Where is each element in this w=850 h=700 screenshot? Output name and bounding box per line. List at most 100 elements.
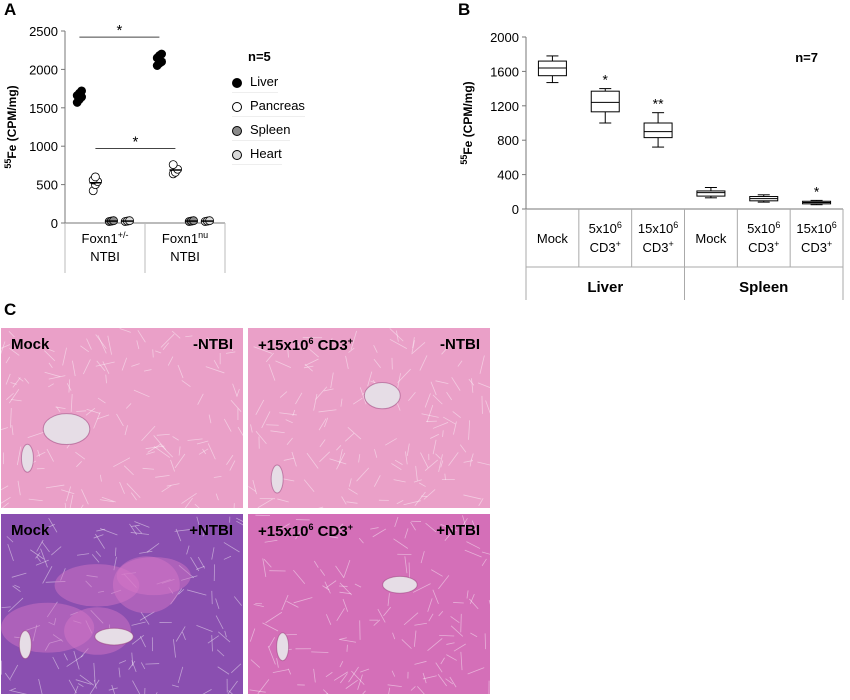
sinusoid-streak bbox=[174, 453, 186, 469]
tissue-texture bbox=[1, 514, 243, 694]
sinusoid-streak bbox=[432, 394, 443, 405]
sinusoid-streak bbox=[196, 625, 213, 632]
sinusoid-streak bbox=[438, 454, 443, 472]
sinusoid-streak bbox=[110, 589, 122, 594]
sinusoid-streak bbox=[373, 619, 381, 626]
sinusoid-streak bbox=[211, 635, 213, 652]
sinusoid-streak bbox=[468, 420, 471, 440]
x-category-label: Mock bbox=[695, 231, 727, 246]
sinusoid-streak bbox=[235, 517, 243, 522]
sinusoid-streak bbox=[35, 552, 41, 559]
sinusoid-streak bbox=[86, 575, 98, 578]
sinusoid-streak bbox=[396, 373, 401, 391]
sinusoid-streak bbox=[319, 439, 326, 448]
sinusoid-streak bbox=[131, 634, 145, 645]
sinusoid-streak bbox=[75, 451, 86, 460]
vein-lumen bbox=[382, 575, 418, 594]
sinusoid-streak bbox=[161, 579, 175, 584]
sinusoid-streak bbox=[463, 494, 482, 500]
sinusoid-streak bbox=[178, 565, 195, 579]
sinusoid-streak bbox=[372, 528, 387, 538]
sinusoid-streak bbox=[119, 328, 131, 333]
sinusoid-streak bbox=[171, 330, 181, 339]
sinusoid-streak bbox=[236, 388, 240, 397]
y-tick-label: 0 bbox=[51, 216, 58, 231]
sinusoid-streak bbox=[216, 649, 225, 657]
sinusoid-streak bbox=[462, 515, 468, 533]
sinusoid-streak bbox=[197, 556, 206, 569]
sinusoid-streak bbox=[10, 382, 17, 385]
sinusoid-streak bbox=[352, 397, 363, 405]
sinusoid-streak bbox=[14, 584, 21, 588]
sinusoid-streak bbox=[196, 565, 205, 570]
sinusoid-streak bbox=[412, 583, 431, 593]
sinusoid-streak bbox=[257, 498, 273, 508]
sinusoid-streak bbox=[270, 430, 285, 434]
sinusoid-streak bbox=[432, 439, 437, 455]
sinusoid-streak bbox=[359, 387, 367, 405]
sinusoid-streak bbox=[12, 377, 21, 388]
sinusoid-streak bbox=[48, 383, 54, 388]
sinusoid-streak bbox=[345, 355, 349, 370]
sinusoid-streak bbox=[140, 611, 150, 625]
sinusoid-streak bbox=[422, 672, 427, 684]
sinusoid-streak bbox=[388, 687, 391, 694]
sinusoid-streak bbox=[336, 608, 345, 622]
sinusoid-streak bbox=[469, 598, 479, 610]
sinusoid-streak bbox=[394, 459, 403, 465]
sinusoid-streak bbox=[178, 446, 181, 456]
sinusoid-streak bbox=[215, 598, 220, 610]
sinusoid-streak bbox=[373, 344, 378, 353]
sinusoid-streak bbox=[96, 528, 106, 532]
sinusoid-streak bbox=[8, 331, 15, 338]
sinusoid-streak bbox=[131, 363, 140, 367]
box bbox=[643, 122, 673, 139]
sinusoid-streak bbox=[336, 452, 346, 470]
legend-marker-icon bbox=[232, 125, 242, 136]
sinusoid-streak bbox=[196, 516, 202, 532]
sinusoid-streak bbox=[48, 375, 66, 380]
sinusoid-streak bbox=[395, 330, 399, 342]
sinusoid-streak bbox=[391, 670, 396, 677]
sinusoid-streak bbox=[9, 687, 16, 692]
sinusoid-streak bbox=[396, 499, 404, 505]
y-tick-label: 1000 bbox=[29, 139, 58, 154]
sinusoid-streak bbox=[7, 543, 14, 562]
x-category-label: 5x106 bbox=[589, 220, 622, 236]
sinusoid-streak bbox=[125, 403, 132, 409]
sinusoid-streak bbox=[303, 365, 314, 369]
y-tick-label: 0 bbox=[512, 202, 519, 217]
sinusoid-streak bbox=[9, 348, 20, 356]
sinusoid-streak bbox=[414, 622, 427, 626]
sinusoid-streak bbox=[478, 498, 484, 507]
significance-star: * bbox=[814, 183, 820, 199]
sinusoid-streak bbox=[139, 550, 153, 554]
sinusoid-streak bbox=[9, 664, 19, 679]
sinusoid-streak bbox=[264, 539, 278, 543]
legend-marker-icon bbox=[232, 77, 242, 88]
sinusoid-streak bbox=[302, 342, 308, 349]
sinusoid-streak bbox=[303, 479, 315, 493]
sinusoid-streak bbox=[223, 542, 240, 553]
panel-letter-c: C bbox=[4, 300, 17, 319]
sinusoid-streak bbox=[318, 506, 324, 508]
sinusoid-streak bbox=[205, 366, 225, 374]
legend-marker-icon bbox=[232, 149, 242, 160]
sinusoid-streak bbox=[90, 609, 104, 624]
legend-label: Spleen bbox=[250, 122, 291, 137]
y-tick-label: 500 bbox=[36, 178, 58, 193]
sinusoid-streak bbox=[328, 338, 333, 346]
sinusoid-streak bbox=[438, 610, 444, 617]
sinusoid-streak bbox=[137, 330, 146, 343]
sinusoid-streak bbox=[435, 662, 443, 673]
micrograph-cd3-minus-ntbi: +15x106 CD3+ -NTBI bbox=[248, 328, 490, 508]
sinusoid-streak bbox=[348, 488, 358, 495]
sinusoid-streak bbox=[111, 684, 116, 694]
sinusoid-streak bbox=[358, 454, 361, 463]
sinusoid-streak bbox=[236, 520, 243, 526]
sinusoid-streak bbox=[232, 383, 238, 397]
sinusoid-streak bbox=[276, 658, 279, 668]
sinusoid-streak bbox=[70, 611, 78, 616]
sinusoid-streak bbox=[383, 606, 392, 617]
sinusoid-streak bbox=[107, 335, 112, 355]
